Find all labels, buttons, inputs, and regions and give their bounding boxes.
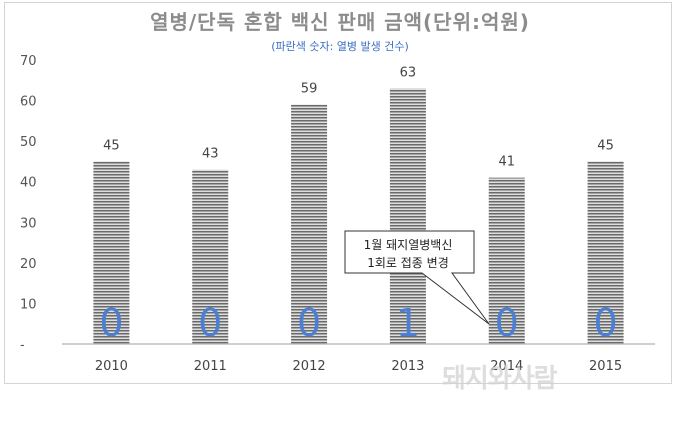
y-tick-label: 50 bbox=[20, 135, 37, 150]
y-tick-label: 30 bbox=[20, 216, 37, 231]
value-label-2015: 45 bbox=[597, 138, 614, 153]
bar-2014 bbox=[488, 177, 525, 344]
bar-2013 bbox=[389, 88, 426, 345]
watermark-logo: 돼지와사람 bbox=[442, 364, 558, 394]
y-tick-label: 20 bbox=[20, 257, 37, 272]
bar-2012 bbox=[291, 104, 328, 344]
y-tick-label: 40 bbox=[20, 176, 37, 191]
y-tick-label: 70 bbox=[20, 54, 37, 69]
y-tick-label: 60 bbox=[20, 95, 37, 110]
callout bbox=[344, 230, 490, 325]
y-tick-label: 10 bbox=[20, 297, 37, 312]
outbreak-count-2012: 0 bbox=[297, 301, 321, 345]
outbreak-count-2013: 1 bbox=[396, 301, 420, 345]
bars: 45 0 2010 43 0 2011 59 0 2012 63 1 2013 41 0 2014 45 0 20… bbox=[93, 65, 624, 374]
bar-2015 bbox=[587, 161, 624, 344]
value-label-2014: 41 bbox=[498, 155, 515, 170]
outbreak-count-2011: 0 bbox=[198, 301, 222, 345]
x-tick-label-2014: 2014 bbox=[490, 359, 523, 374]
outbreak-count-2014: 0 bbox=[495, 301, 519, 345]
chart-subtitle: (파란색 숫자: 열병 발생 건수) bbox=[271, 40, 409, 53]
value-label-2013: 63 bbox=[400, 65, 417, 80]
outbreak-count-2010: 0 bbox=[99, 301, 123, 345]
chart-title: 열병/단독 혼합 백신 판매 금액(단위:억원) bbox=[150, 10, 530, 34]
x-tick-label-2015: 2015 bbox=[589, 359, 622, 374]
callout-line-1: 1월 돼지열병백신 bbox=[363, 238, 453, 252]
x-tick-label-2011: 2011 bbox=[194, 359, 227, 374]
callout-bubble bbox=[344, 230, 490, 325]
callout-text: 1월 돼지열병백신 1회로 접종 변경 bbox=[343, 236, 473, 272]
value-label-2011: 43 bbox=[202, 147, 219, 162]
bar-2011 bbox=[192, 169, 229, 344]
outbreak-count-2015: 0 bbox=[593, 301, 617, 345]
x-tick-label-2012: 2012 bbox=[293, 359, 326, 374]
value-label-2012: 59 bbox=[301, 82, 318, 97]
callout-line-2: 1회로 접종 변경 bbox=[367, 256, 449, 270]
bar-2010 bbox=[93, 161, 130, 344]
x-tick-label-2010: 2010 bbox=[95, 359, 128, 374]
x-tick-label-2013: 2013 bbox=[391, 359, 424, 374]
y-tick-label: - bbox=[20, 338, 25, 353]
value-label-2010: 45 bbox=[103, 138, 120, 153]
y-axis-ticks: - 10 20 30 40 50 60 70 bbox=[20, 54, 37, 353]
